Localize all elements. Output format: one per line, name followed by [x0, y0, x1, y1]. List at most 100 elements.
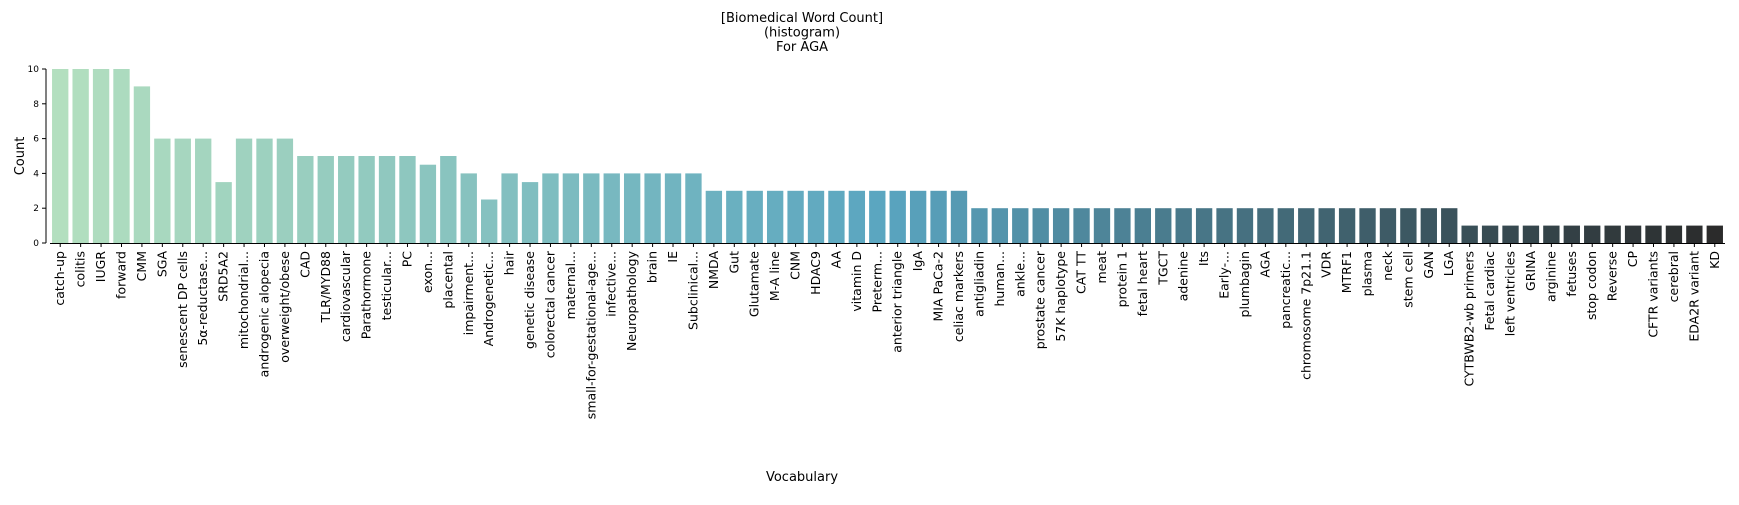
bar: [399, 156, 416, 243]
x-tick-label: infective...: [604, 251, 619, 317]
bar: [623, 173, 641, 243]
y-tick-label: 2: [33, 204, 39, 214]
bar: [1441, 208, 1458, 243]
x-tick-label: CAD: [297, 251, 312, 278]
bar: [338, 156, 355, 243]
bar: [828, 190, 845, 243]
bar: [1318, 208, 1335, 243]
x-tick-label: colitis: [73, 251, 88, 287]
bar: [746, 190, 763, 243]
x-tick-label: adenine: [1176, 251, 1191, 302]
x-tick-label: EDA2R variant: [1686, 251, 1701, 342]
chart-title-line: For AGA: [776, 40, 828, 55]
x-tick-label: brain: [645, 251, 660, 283]
x-tick-label: CP: [1625, 251, 1640, 268]
x-tick-label: Androgenetic...: [481, 251, 496, 346]
bar: [235, 138, 253, 243]
bar: [521, 182, 539, 243]
bar: [971, 208, 988, 243]
x-tick-label: GRINA: [1523, 251, 1538, 291]
x-tick-label: NMDA: [706, 251, 721, 290]
bar: [1114, 208, 1131, 243]
x-tick-label: hair: [502, 250, 517, 275]
x-tick-label: PC: [399, 251, 414, 268]
x-tick-label: impairment...: [461, 251, 476, 335]
x-tick-label: KD: [1707, 251, 1722, 269]
bar: [1420, 208, 1437, 243]
x-tick-label: CAT TT: [1074, 251, 1089, 294]
bar: [1298, 208, 1315, 243]
x-tick-label: M-A line: [767, 251, 782, 301]
bar: [542, 173, 559, 243]
bar: [1155, 208, 1172, 243]
bar: [276, 138, 294, 243]
bar: [195, 138, 212, 243]
x-tick-label: meat: [1094, 251, 1109, 284]
bar: [133, 86, 151, 244]
x-tick-label: stem cell: [1400, 251, 1415, 308]
bar: [1052, 208, 1070, 243]
x-tick-label: arginine: [1543, 251, 1558, 302]
bar: [1277, 208, 1294, 243]
x-tick-label: anterior triangle: [890, 251, 905, 353]
bar: [562, 173, 580, 243]
bar: [174, 138, 191, 243]
bar: [1543, 225, 1560, 243]
x-tick-label: VDR: [1319, 251, 1334, 278]
bar: [1093, 208, 1111, 243]
x-tick-label: cardiovascular: [338, 250, 353, 342]
bar: [1379, 208, 1397, 243]
bar: [378, 156, 396, 243]
bar: [705, 190, 723, 243]
x-tick-label: SGA: [154, 251, 169, 278]
bar: [1359, 208, 1376, 243]
bar: [1624, 225, 1642, 243]
bar: [154, 138, 171, 243]
x-tick-label: plasma: [1360, 251, 1375, 296]
y-axis: 0 2 4 6 8 10: [28, 65, 47, 249]
bar: [1195, 208, 1213, 243]
bar: [787, 190, 804, 243]
y-tick-label: 0: [33, 239, 39, 249]
bar: [909, 190, 927, 243]
x-tick-label: GAN: [1421, 251, 1436, 279]
x-tick-label: small-for-gestational-age...: [583, 251, 598, 419]
bar: [317, 156, 334, 243]
bar: [603, 173, 620, 243]
chart-title-line: (histogram): [764, 26, 840, 41]
bar: [726, 190, 743, 243]
x-tick-label: vitamin D: [849, 251, 864, 312]
bar: [1338, 208, 1356, 243]
x-tick-label: maternal...: [563, 251, 578, 319]
bar: [583, 173, 600, 243]
bar: [766, 190, 784, 243]
x-axis-label: Vocabulary: [766, 470, 838, 485]
bar: [1502, 225, 1519, 243]
x-tick-label: Reverse: [1605, 251, 1620, 302]
bar: [664, 173, 682, 243]
x-tick-label: HDAC9: [808, 251, 823, 295]
x-tick-label: TLR/MYD88: [318, 251, 333, 323]
x-tick-label: protein 1: [1114, 251, 1129, 307]
bar: [1686, 225, 1703, 243]
bar: [644, 173, 661, 243]
x-tick-label: IUGR: [93, 251, 108, 283]
bar: [848, 190, 866, 243]
x-tick-label: left ventricles: [1503, 251, 1518, 336]
bar: [1604, 225, 1621, 243]
x-tick-label: plumbagin: [1237, 251, 1252, 317]
x-tick-label: Subclinical...: [685, 251, 700, 330]
bar: [1134, 208, 1151, 243]
x-tick-label: AGA: [1257, 251, 1272, 278]
x-tick-label: ankle...: [1012, 251, 1027, 297]
bar: [1481, 225, 1499, 243]
x-tick-label: CNM: [788, 251, 803, 280]
bar: [113, 69, 130, 243]
x-tick-label: IgA: [910, 251, 925, 272]
x-tick-label: MTRF1: [1339, 251, 1354, 293]
bar: [807, 190, 825, 243]
y-tick-label: 10: [28, 65, 40, 75]
bar: [991, 208, 1009, 243]
